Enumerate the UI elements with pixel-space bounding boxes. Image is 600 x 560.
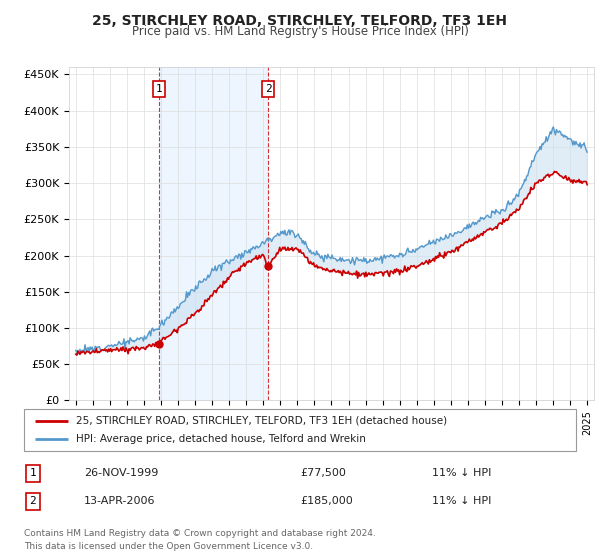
Text: 2: 2 [29, 496, 37, 506]
Text: 13-APR-2006: 13-APR-2006 [84, 496, 155, 506]
Text: 11% ↓ HPI: 11% ↓ HPI [432, 496, 491, 506]
Text: Price paid vs. HM Land Registry's House Price Index (HPI): Price paid vs. HM Land Registry's House … [131, 25, 469, 38]
Text: 1: 1 [29, 468, 37, 478]
FancyBboxPatch shape [24, 409, 576, 451]
Text: 11% ↓ HPI: 11% ↓ HPI [432, 468, 491, 478]
Text: Contains HM Land Registry data © Crown copyright and database right 2024.: Contains HM Land Registry data © Crown c… [24, 529, 376, 538]
Text: HPI: Average price, detached house, Telford and Wrekin: HPI: Average price, detached house, Telf… [76, 434, 367, 444]
Text: 25, STIRCHLEY ROAD, STIRCHLEY, TELFORD, TF3 1EH (detached house): 25, STIRCHLEY ROAD, STIRCHLEY, TELFORD, … [76, 416, 448, 426]
Text: 1: 1 [156, 84, 163, 94]
Text: £185,000: £185,000 [300, 496, 353, 506]
Text: 2: 2 [265, 84, 271, 94]
Text: 25, STIRCHLEY ROAD, STIRCHLEY, TELFORD, TF3 1EH: 25, STIRCHLEY ROAD, STIRCHLEY, TELFORD, … [92, 14, 508, 28]
Text: £77,500: £77,500 [300, 468, 346, 478]
Text: 26-NOV-1999: 26-NOV-1999 [84, 468, 158, 478]
Text: This data is licensed under the Open Government Licence v3.0.: This data is licensed under the Open Gov… [24, 542, 313, 550]
